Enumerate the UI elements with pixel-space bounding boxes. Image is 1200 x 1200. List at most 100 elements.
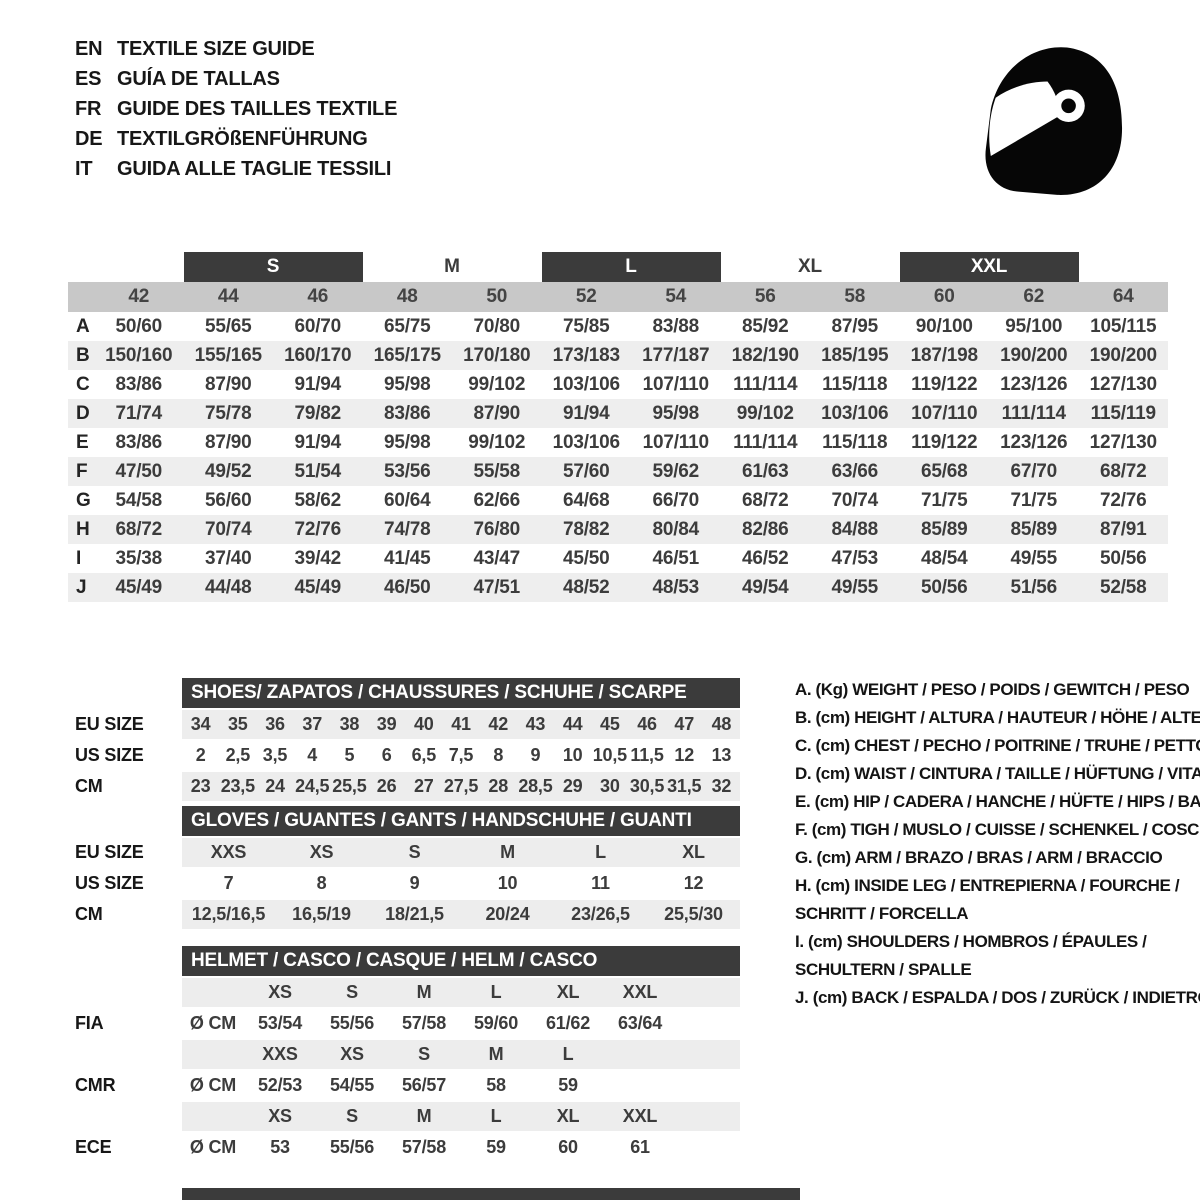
size-value: 103/106 xyxy=(552,432,620,453)
size-value: 45/49 xyxy=(294,577,342,598)
diameter-label: Ø CM xyxy=(189,1137,237,1157)
legend-line: B. (cm) HEIGHT / ALTURA / HAUTEUR / HÖHE… xyxy=(795,708,1200,727)
value-cell: 2 xyxy=(195,745,206,765)
value-cell: 39 xyxy=(376,714,397,734)
value-cell: 27,5 xyxy=(443,776,479,796)
value-cell: L xyxy=(490,982,502,1002)
size-value: 58/62 xyxy=(294,490,342,511)
value-cell: 12 xyxy=(674,745,695,765)
value-cell: S xyxy=(346,1106,358,1126)
value-cell: 61/62 xyxy=(545,1013,591,1033)
size-value: 72/76 xyxy=(294,519,342,540)
value-cell: 40 xyxy=(414,714,434,734)
value-cell: S xyxy=(346,982,358,1002)
size-value: 65/75 xyxy=(383,316,431,337)
value-cell: 37 xyxy=(302,714,323,734)
value-cell: 63/64 xyxy=(617,1013,663,1033)
size-column-header: 52 xyxy=(575,286,597,307)
size-value: 47/53 xyxy=(831,548,879,569)
value-cell: XL xyxy=(556,982,580,1002)
diameter-label xyxy=(182,1102,244,1131)
size-table-row: C 83/86 87/90 91/94 95/98 99/102 103/106 107/11… xyxy=(68,370,1168,399)
size-value: 91/94 xyxy=(294,432,342,453)
size-value: 65/68 xyxy=(920,461,968,482)
size-value: 95/98 xyxy=(383,374,431,395)
legend-line: H. (cm) INSIDE LEG / ENTREPIERNA / FOURC… xyxy=(795,876,1180,895)
value-cell: 31,5 xyxy=(667,776,702,796)
row-label: US SIZE xyxy=(75,745,144,765)
size-group-label: L xyxy=(541,252,721,282)
guide-title: GUIDE DES TAILLES TEXTILE xyxy=(117,98,398,120)
value-band: XXS XS S M L xyxy=(182,1040,740,1069)
size-value: 60/70 xyxy=(294,316,342,337)
size-value: 49/54 xyxy=(741,577,789,598)
value-cell: 43 xyxy=(525,714,546,734)
language-row: FR GUIDE DES TAILLES TEXTILE xyxy=(75,94,397,124)
value-cell: 13 xyxy=(711,745,732,765)
value-cell: 6,5 xyxy=(411,745,437,765)
size-value: 74/78 xyxy=(383,519,431,540)
size-value: 155/165 xyxy=(194,345,262,366)
size-value: 119/122 xyxy=(911,374,978,395)
size-value: 87/90 xyxy=(204,374,252,395)
value-cell: M xyxy=(488,1044,504,1064)
row-label: US SIZE xyxy=(75,873,144,893)
legend-item: I. (cm) SHOULDERS / HOMBROS / ÉPAULES / S… xyxy=(795,928,1200,984)
size-value: 48/52 xyxy=(562,577,610,598)
size-value: 150/160 xyxy=(105,345,173,366)
guide-title: GUÍA DE TALLAS xyxy=(117,68,280,90)
value-cell: 34 xyxy=(190,714,211,734)
value-cell: L xyxy=(490,1106,502,1126)
size-column-header: 46 xyxy=(307,286,329,307)
helmet-row: CMR Ø CM 52/53 54/55 56/57 58 59 xyxy=(68,1071,1168,1100)
size-column-header: 48 xyxy=(396,286,418,307)
size-value: 71/75 xyxy=(920,490,968,511)
size-table-rows: A 50/60 55/65 60/70 65/75 70/80 75/85 83/88 85/9… xyxy=(68,312,1168,602)
value-cell: 30,5 xyxy=(629,776,665,796)
size-table-row: I 35/38 37/40 39/42 41/45 43/47 45/50 46/51 46/5… xyxy=(68,544,1168,573)
value-cell: L xyxy=(562,1044,574,1064)
size-value: 48/53 xyxy=(652,577,700,598)
value-band: 12,5/16,5 16,5/19 18/21,5 20/24 23/26,5 25,5/… xyxy=(182,900,740,929)
legend-line: E. (cm) HIP / CADERA / HANCHE / HÜFTE / … xyxy=(795,792,1200,811)
value-cell: XXL xyxy=(622,982,658,1002)
value-cell: XXL xyxy=(622,1106,658,1126)
value-cell: 60 xyxy=(558,1137,578,1157)
value-cell: S xyxy=(408,842,421,862)
value-cell: 44 xyxy=(562,714,583,734)
legend-line: SCHULTERN / SPALLE xyxy=(795,960,972,979)
value-cell: 61 xyxy=(630,1137,650,1157)
size-column-header: 56 xyxy=(754,286,776,307)
helmet-row: XS S M L XL XXL xyxy=(68,978,1168,1007)
language-row: ES GUÍA DE TALLAS xyxy=(75,64,397,94)
value-cell: 9 xyxy=(409,873,420,893)
shoes-rows: EU SIZE 34 35 36 37 38 39 40 41 42 43 44 45 46 47 48 US … xyxy=(68,710,1168,801)
value-cell: XXS xyxy=(262,1044,298,1064)
size-value: 83/86 xyxy=(115,374,163,395)
size-value: 82/86 xyxy=(741,519,789,540)
size-value: 37/40 xyxy=(204,548,252,569)
value-cell: 5 xyxy=(344,745,355,765)
size-value: 185/195 xyxy=(821,345,889,366)
value-cell: 28,5 xyxy=(518,776,553,796)
value-cell: 25,5 xyxy=(332,776,367,796)
language-row: IT GUIDA ALLE TAGLIE TESSILI xyxy=(75,154,397,184)
measure-row: US SIZE 7 8 9 10 11 12 xyxy=(68,869,1168,898)
row-label: EU SIZE xyxy=(75,714,144,734)
cut-off-section-bar xyxy=(182,1188,800,1200)
value-cell: 11 xyxy=(591,873,610,893)
value-cell: XS xyxy=(340,1044,364,1064)
value-cell: 8 xyxy=(493,745,504,765)
language-code: FR xyxy=(75,98,102,120)
size-group-label: XL xyxy=(798,256,822,277)
size-value: 75/78 xyxy=(204,403,252,424)
measurement-legend: A. (Kg) WEIGHT / PESO / POIDS / GEWITCH … xyxy=(795,676,1200,1012)
size-column-header: 64 xyxy=(1112,286,1134,307)
size-value: 84/88 xyxy=(831,519,879,540)
value-cell: 29 xyxy=(562,776,583,796)
value-band: XS S M L XL XXL xyxy=(182,1102,740,1131)
diameter-label: Ø CM xyxy=(189,1075,237,1095)
row-label: ECE xyxy=(75,1137,112,1157)
size-value: 61/63 xyxy=(741,461,789,482)
size-value: 46/51 xyxy=(652,548,700,569)
